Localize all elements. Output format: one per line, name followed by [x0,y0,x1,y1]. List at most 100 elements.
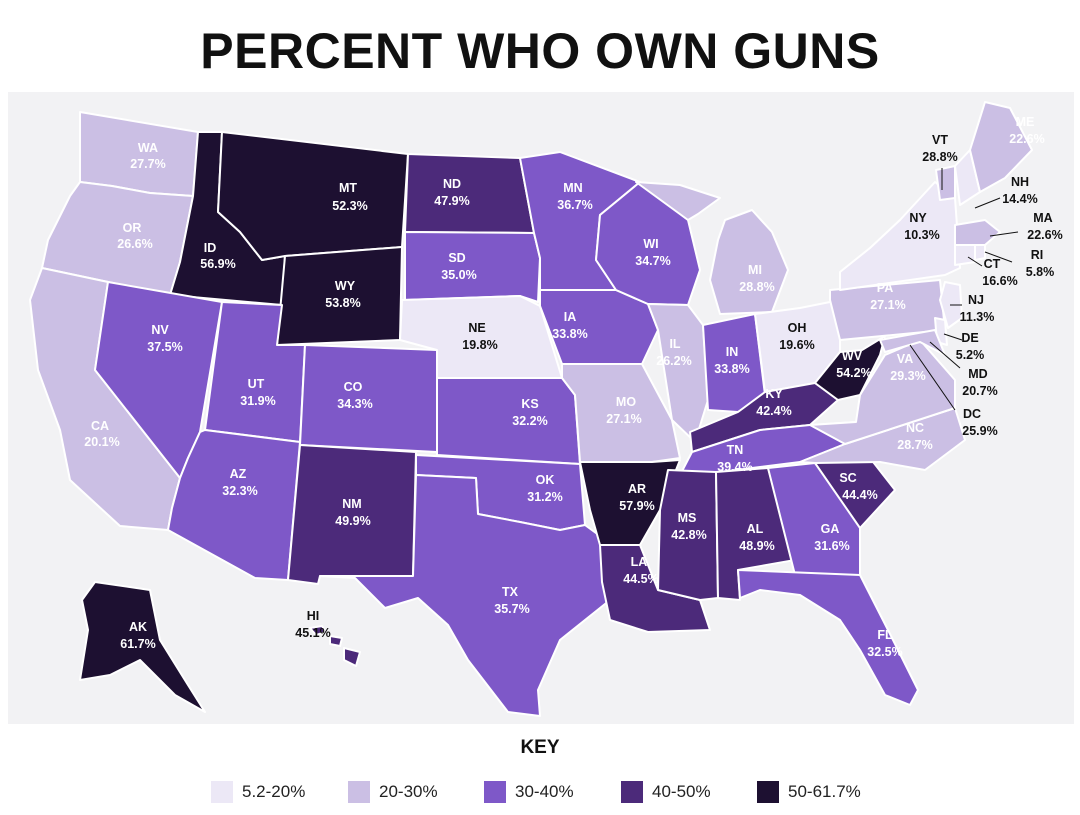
state-la [599,544,711,633]
state-abbr-wv: WV [842,349,863,363]
state-ar [579,459,681,546]
state-me [969,101,1033,193]
state-value-ca: 20.1% [84,435,119,449]
legend-item-3: 30-40% [484,780,574,804]
state-value-mi: 28.8% [739,280,774,294]
state-abbr-mo: MO [616,395,636,409]
state-value-wy: 53.8% [325,296,360,310]
state-ct [954,244,976,266]
state-ks [436,377,581,465]
state-value-or: 26.6% [117,237,152,251]
state-value-ky: 42.4% [756,404,791,418]
state-abbr-nc: NC [906,421,924,435]
state-fl [737,569,919,706]
state-value-nm: 49.9% [335,514,370,528]
state-abbr-ut: UT [248,377,265,391]
state-value-al: 48.9% [739,539,774,553]
legend-label: 50-61.7% [788,782,861,801]
state-abbr-vt: VT [932,133,948,147]
legend-label: 30-40% [515,782,574,801]
state-il [647,303,709,443]
state-value-mt: 52.3% [332,199,367,213]
state-abbr-nh: NH [1011,175,1029,189]
state-abbr-nm: NM [342,497,361,511]
state-value-ms: 42.8% [671,528,706,542]
state-abbr-ne: NE [468,321,485,335]
state-abbr-ny: NY [909,211,927,225]
state-abbr-pa: PA [877,281,893,295]
state-abbr-sd: SD [448,251,465,265]
state-value-tn: 39.4% [717,460,752,474]
state-mt [217,131,409,261]
state-abbr-oh: OH [788,321,807,335]
state-value-ut: 31.9% [240,394,275,408]
state-value-ny: 10.3% [904,228,939,242]
state-abbr-wa: WA [138,141,158,155]
state-abbr-ct: CT [984,257,1001,271]
state-abbr-la: LA [631,555,648,569]
state-value-va: 29.3% [890,369,925,383]
state-value-fl: 32.5% [867,645,902,659]
legend-item-1: 5.2-20% [211,780,305,804]
state-value-ks: 32.2% [512,414,547,428]
state-sd [404,231,541,303]
state-ak [79,581,206,713]
state-value-co: 34.3% [337,397,372,411]
state-value-ga: 31.6% [814,539,849,553]
state-value-nd: 47.9% [434,194,469,208]
state-value-me: 22.6% [1009,132,1044,146]
state-abbr-dc: DC [963,407,981,421]
state-pa [829,279,946,341]
state-abbr-al: AL [747,522,764,536]
us-states-map: WA 27.7% OR 26.6% CA 20.1% ID 56.9% NV 37.5% MT 52.… [8,92,1074,724]
map-title: PERCENT WHO OWN GUNS [200,23,880,79]
key-title: KEY [520,737,560,758]
state-abbr-nj: NJ [968,293,984,307]
legend-item-5: 50-61.7% [757,780,861,804]
state-abbr-ms: MS [678,511,697,525]
state-abbr-ga: GA [821,522,840,536]
state-value-vt: 28.8% [922,150,957,164]
state-abbr-wi: WI [643,237,658,251]
state-value-sc: 44.4% [842,488,877,502]
state-tx [319,474,611,717]
state-abbr-il: IL [669,337,680,351]
state-abbr-ia: IA [564,310,577,324]
state-abbr-ca: CA [91,419,109,433]
state-labels: WA 27.7% OR 26.6% CA 20.1% ID 56.9% NV 37.5% MT 52.… [84,115,1062,659]
state-value-ar: 57.9% [619,499,654,513]
state-value-ak: 61.7% [120,637,155,651]
state-value-de: 5.2% [956,348,985,362]
state-abbr-de: DE [961,331,978,345]
state-value-wa: 27.7% [130,157,165,171]
state-value-oh: 19.6% [779,338,814,352]
leader-line [929,341,961,369]
legend-swatch [211,781,233,803]
leader-line [943,333,963,341]
legend-item-4: 40-50% [621,780,711,804]
state-value-ne: 19.8% [462,338,497,352]
state-value-id: 56.9% [200,257,235,271]
state-value-nj: 11.3% [960,310,995,324]
state-value-ia: 33.8% [552,327,587,341]
legend-item-2: 20-30% [348,780,438,804]
state-value-nc: 28.7% [897,438,932,452]
state-abbr-mn: MN [563,181,582,195]
state-shapes [29,101,1033,717]
state-value-mo: 27.1% [606,412,641,426]
state-hi [309,625,361,667]
state-abbr-mt: MT [339,181,357,195]
state-abbr-fl: FL [877,628,893,642]
state-value-wi: 34.7% [635,254,670,268]
state-value-dc: 25.9% [962,424,997,438]
state-abbr-mi: MI [748,263,762,277]
state-abbr-wy: WY [335,279,356,293]
state-value-md: 20.7% [962,384,997,398]
state-abbr-ok: OK [536,473,555,487]
state-abbr-ar: AR [628,482,646,496]
state-abbr-ak: AK [129,620,147,634]
state-abbr-tn: TN [727,443,744,457]
legend-swatch [484,781,506,803]
state-abbr-sc: SC [839,471,856,485]
state-abbr-id: ID [204,241,217,255]
